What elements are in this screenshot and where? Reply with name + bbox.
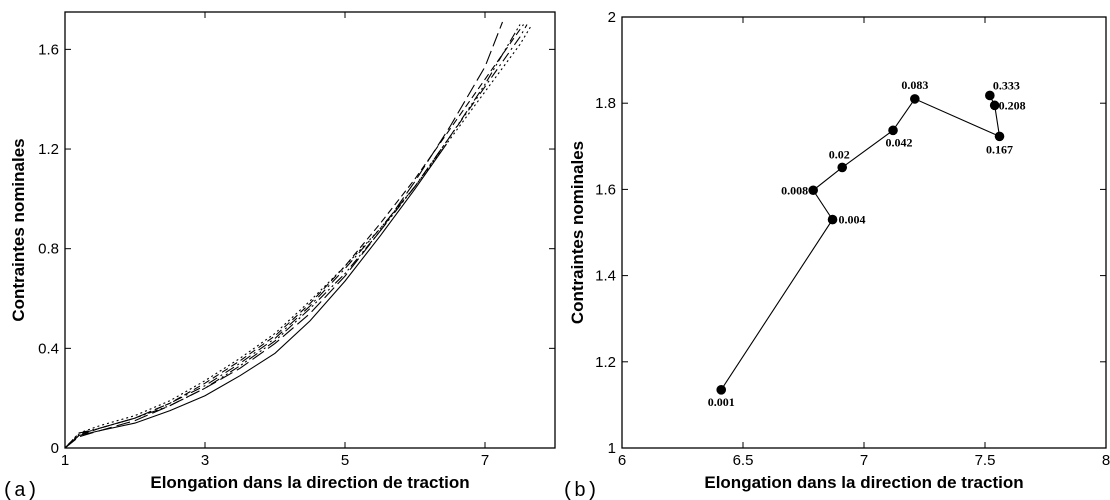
data-point-marker bbox=[994, 131, 1005, 142]
series-line-solid bbox=[64, 143, 447, 449]
y-tick-label: 1.4 bbox=[595, 268, 616, 285]
chart-panel-b: 6 6.5 7 7.5 8 1 1.2 1.4 1.6 1.8 2 Elongation dans l… bbox=[562, 9, 1110, 500]
x-tick-label: 5 bbox=[341, 452, 349, 469]
data-point-marker bbox=[716, 385, 727, 395]
data-point-label: 0.333 bbox=[993, 78, 1020, 92]
series-line-dash-dot-dot bbox=[64, 24, 521, 449]
chart-panel-a: 1 3 5 7 0 0.4 0.8 1.2 1.6 Elongation dans la dire… bbox=[2, 11, 556, 500]
x-axis-title: Elongation dans la direction de traction bbox=[150, 473, 469, 492]
y-tick-label: 1.6 bbox=[38, 41, 59, 58]
series-line-dash-dot bbox=[64, 24, 528, 449]
data-point-label: 0.02 bbox=[829, 147, 850, 161]
x-tick-label: 6.5 bbox=[733, 452, 754, 469]
y-tick-label: 0 bbox=[51, 440, 59, 457]
panel-label: (a) bbox=[2, 480, 38, 500]
y-tick-label: 1 bbox=[608, 440, 616, 457]
data-point-marker bbox=[808, 185, 818, 196]
series-line-medium-dash bbox=[64, 24, 524, 449]
y-axis-title: Contraintes nominales bbox=[568, 141, 587, 324]
x-axis-title: Elongation dans la direction de traction bbox=[704, 473, 1023, 492]
data-point-marker bbox=[985, 90, 995, 101]
x-tick-label: 7.5 bbox=[975, 452, 996, 469]
data-point-label: 0.008 bbox=[781, 183, 808, 197]
data-point-marker bbox=[989, 100, 1000, 111]
y-tick-label: 0.8 bbox=[38, 241, 59, 258]
plot-frame bbox=[64, 11, 556, 449]
data-point-marker bbox=[837, 162, 848, 173]
y-tick-label: 0.4 bbox=[38, 340, 59, 357]
data-point-label: 0.083 bbox=[901, 78, 928, 92]
data-point-label: 0.208 bbox=[999, 98, 1026, 112]
x-tick-label: 8 bbox=[1102, 452, 1110, 469]
data-point-marker bbox=[888, 125, 898, 136]
x-tick-label: 7 bbox=[481, 452, 489, 469]
panel-label: (b) bbox=[562, 480, 598, 500]
data-point-label: 0.042 bbox=[886, 135, 913, 149]
data-point-label: 0.001 bbox=[708, 395, 735, 409]
y-tick-label: 1.2 bbox=[38, 141, 59, 158]
series-line-dotted bbox=[64, 26, 531, 449]
x-tick-label: 1 bbox=[61, 452, 69, 469]
x-tick-label: 3 bbox=[201, 452, 209, 469]
y-tick-label: 2 bbox=[608, 9, 616, 26]
y-tick-label: 1.8 bbox=[595, 95, 616, 112]
series-line-long-dash bbox=[64, 21, 504, 449]
plot-frame bbox=[621, 16, 1107, 449]
y-tick-label: 1.2 bbox=[595, 354, 616, 371]
x-tick-label: 6 bbox=[618, 452, 626, 469]
x-tick-label: 7 bbox=[860, 452, 868, 469]
data-point-marker bbox=[910, 94, 920, 104]
connecting-line bbox=[720, 95, 1001, 391]
y-axis-title: Contraintes nominales bbox=[9, 138, 28, 321]
data-point-label: 0.004 bbox=[839, 213, 866, 227]
data-point-marker bbox=[827, 214, 838, 225]
y-tick-label: 1.6 bbox=[595, 181, 616, 198]
data-point-label: 0.167 bbox=[986, 142, 1013, 156]
